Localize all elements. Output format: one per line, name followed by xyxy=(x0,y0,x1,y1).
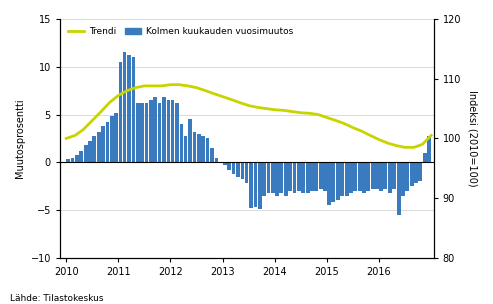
Bar xyxy=(193,132,196,162)
Bar xyxy=(379,162,383,191)
Bar xyxy=(175,103,178,162)
Bar xyxy=(102,126,105,162)
Bar xyxy=(423,153,427,162)
Bar xyxy=(288,162,292,191)
Bar xyxy=(75,155,79,162)
Bar xyxy=(375,162,379,189)
Bar xyxy=(366,162,370,191)
Bar xyxy=(310,162,314,191)
Bar xyxy=(206,138,210,162)
Bar xyxy=(114,112,118,162)
Bar xyxy=(371,162,375,189)
Bar xyxy=(405,162,409,191)
Bar xyxy=(331,162,335,202)
Bar xyxy=(188,119,192,162)
Bar xyxy=(349,162,353,193)
Bar xyxy=(284,162,287,196)
Bar xyxy=(123,52,127,162)
Bar xyxy=(262,162,266,196)
Bar xyxy=(362,162,366,193)
Bar xyxy=(84,145,88,162)
Bar xyxy=(97,132,101,162)
Bar xyxy=(258,162,261,209)
Bar xyxy=(279,162,283,193)
Y-axis label: Indeksi (2010=100): Indeksi (2010=100) xyxy=(468,90,478,187)
Bar xyxy=(118,62,122,162)
Bar xyxy=(336,162,340,201)
Bar xyxy=(127,55,131,162)
Bar xyxy=(297,162,301,191)
Bar xyxy=(149,100,153,162)
Bar xyxy=(223,162,227,165)
Bar xyxy=(419,162,422,181)
Bar xyxy=(171,100,175,162)
Bar xyxy=(110,116,114,162)
Bar xyxy=(388,162,392,193)
Bar xyxy=(410,162,414,186)
Bar xyxy=(397,162,401,215)
Legend: Trendi, Kolmen kuukauden vuosimuutos: Trendi, Kolmen kuukauden vuosimuutos xyxy=(65,23,297,40)
Bar xyxy=(392,162,396,189)
Bar xyxy=(401,162,405,196)
Bar xyxy=(249,162,253,208)
Bar xyxy=(214,157,218,162)
Bar xyxy=(241,162,245,179)
Bar xyxy=(88,141,92,162)
Bar xyxy=(136,103,140,162)
Bar xyxy=(353,162,357,191)
Bar xyxy=(427,136,431,162)
Bar xyxy=(245,162,248,183)
Bar xyxy=(184,136,187,162)
Bar xyxy=(93,136,96,162)
Bar xyxy=(414,162,418,183)
Bar xyxy=(144,103,148,162)
Bar xyxy=(306,162,310,193)
Bar xyxy=(197,134,201,162)
Y-axis label: Muutosprosentti: Muutosprosentti xyxy=(15,98,25,178)
Bar xyxy=(319,162,322,189)
Bar xyxy=(141,103,144,162)
Bar xyxy=(167,100,170,162)
Bar xyxy=(267,162,270,193)
Bar xyxy=(106,122,109,162)
Bar xyxy=(210,148,213,162)
Bar xyxy=(293,162,296,193)
Bar xyxy=(345,162,349,196)
Bar xyxy=(132,57,136,162)
Bar xyxy=(253,162,257,207)
Bar xyxy=(323,162,327,191)
Bar xyxy=(202,136,205,162)
Bar xyxy=(314,162,318,191)
Bar xyxy=(70,157,74,162)
Bar xyxy=(271,162,275,193)
Bar xyxy=(158,103,161,162)
Bar xyxy=(79,151,83,162)
Text: Lähde: Tilastokeskus: Lähde: Tilastokeskus xyxy=(10,294,104,303)
Bar xyxy=(227,162,231,170)
Bar xyxy=(236,162,240,177)
Bar xyxy=(232,162,236,174)
Bar xyxy=(384,162,387,189)
Bar xyxy=(67,159,70,162)
Bar xyxy=(153,97,157,162)
Bar xyxy=(162,97,166,162)
Bar xyxy=(275,162,279,196)
Bar xyxy=(301,162,305,193)
Bar xyxy=(358,162,362,191)
Bar xyxy=(340,162,344,196)
Bar xyxy=(179,124,183,162)
Bar xyxy=(327,162,331,205)
